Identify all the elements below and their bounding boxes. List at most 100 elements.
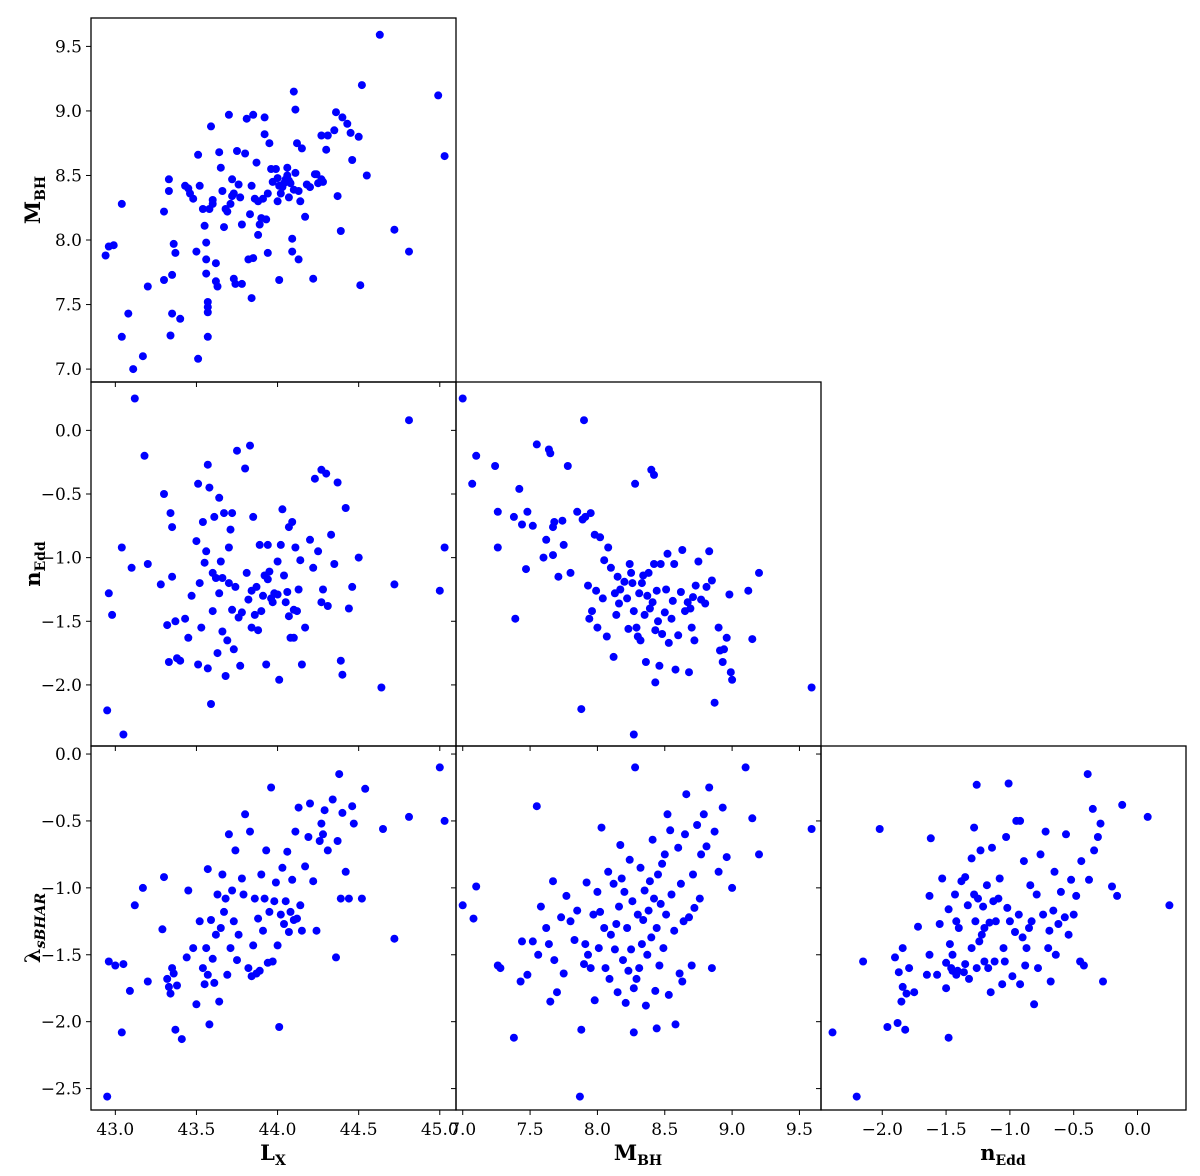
data-point [228,175,237,184]
data-point [164,982,173,991]
data-point [229,189,238,198]
data-point [208,954,217,963]
data-point [169,239,178,248]
data-point [265,567,274,576]
panel-frame [455,381,822,747]
data-point [515,484,524,493]
data-point [296,556,305,565]
panel-nEdd-vs-lambda: −2.0 −1.5 −1.0 −0.5 0.0 [816,745,1187,1140]
data-point [210,512,219,521]
data-point [171,248,180,257]
data-point [1108,882,1116,891]
data-point [348,156,357,164]
data-point [338,670,347,679]
data-point [807,825,816,833]
data-point [632,623,641,632]
data-point [593,887,602,896]
data-point [1118,800,1127,809]
data-point [194,150,203,159]
data-point [375,30,384,39]
data-point [306,183,314,192]
data-point [961,873,970,882]
data-point [1002,833,1011,841]
data-point [714,867,723,876]
data-point [636,863,645,872]
data-point [656,899,665,908]
x-tick-label: −1.5 [925,1120,966,1140]
xlabel-nedd-main: n [980,1140,995,1165]
data-point [226,525,235,534]
data-point [220,223,228,232]
data-point [621,998,630,1007]
data-point [670,560,679,568]
data-point [596,907,605,916]
data-point [683,598,692,607]
data-point [330,126,339,135]
data-point [707,964,716,973]
data-point [722,633,731,642]
data-point [988,843,996,852]
data-point [891,953,899,962]
data-point [662,910,671,919]
data-point [220,509,228,518]
data-point [539,553,548,562]
data-point [584,581,592,590]
data-point [629,1028,638,1037]
data-point [627,568,636,577]
data-point [171,617,180,626]
data-point [898,982,907,991]
data-point [263,248,272,257]
data-point [194,660,203,669]
data-point [208,607,217,616]
data-point [164,187,173,195]
data-point [1041,827,1050,836]
data-point [327,530,336,539]
data-point [1005,917,1014,926]
data-point [670,926,679,935]
data-point [685,668,693,677]
data-point [169,969,178,978]
data-point [349,819,358,828]
data-point [312,926,321,935]
data-point [202,255,211,264]
data-point [379,825,387,833]
data-point [319,830,327,839]
data-point [237,608,246,617]
data-point [260,130,269,139]
data-point [718,658,727,666]
data-point [970,823,979,832]
data-point [686,604,695,613]
data-point [330,560,339,568]
data-point [650,470,658,479]
y-tick-label: 7.0 [55,360,82,380]
data-point [674,631,683,640]
data-point [509,512,518,521]
data-point [288,518,297,526]
data-point [472,882,481,891]
data-point [663,549,672,558]
data-point [168,523,177,532]
data-point [1022,944,1031,953]
data-point [286,907,295,916]
data-point [273,941,282,950]
data-point [606,930,615,939]
data-point [293,607,301,616]
data-point [631,479,640,488]
y-tick-label: −2.0 [41,676,82,696]
data-point [641,658,650,666]
data-point [255,540,264,549]
data-point [977,930,986,939]
data-point [171,1025,180,1034]
data-point [714,623,723,632]
data-point [720,645,728,654]
data-point [999,944,1008,953]
data-point [573,906,582,915]
data-point [883,1023,892,1031]
data-point [532,802,541,811]
data-point [1069,910,1078,919]
data-point [980,924,989,932]
data-point [271,165,280,173]
data-point [275,1023,284,1031]
ylabel-lambda: λsBHAR [20,893,49,963]
data-point [333,192,342,201]
